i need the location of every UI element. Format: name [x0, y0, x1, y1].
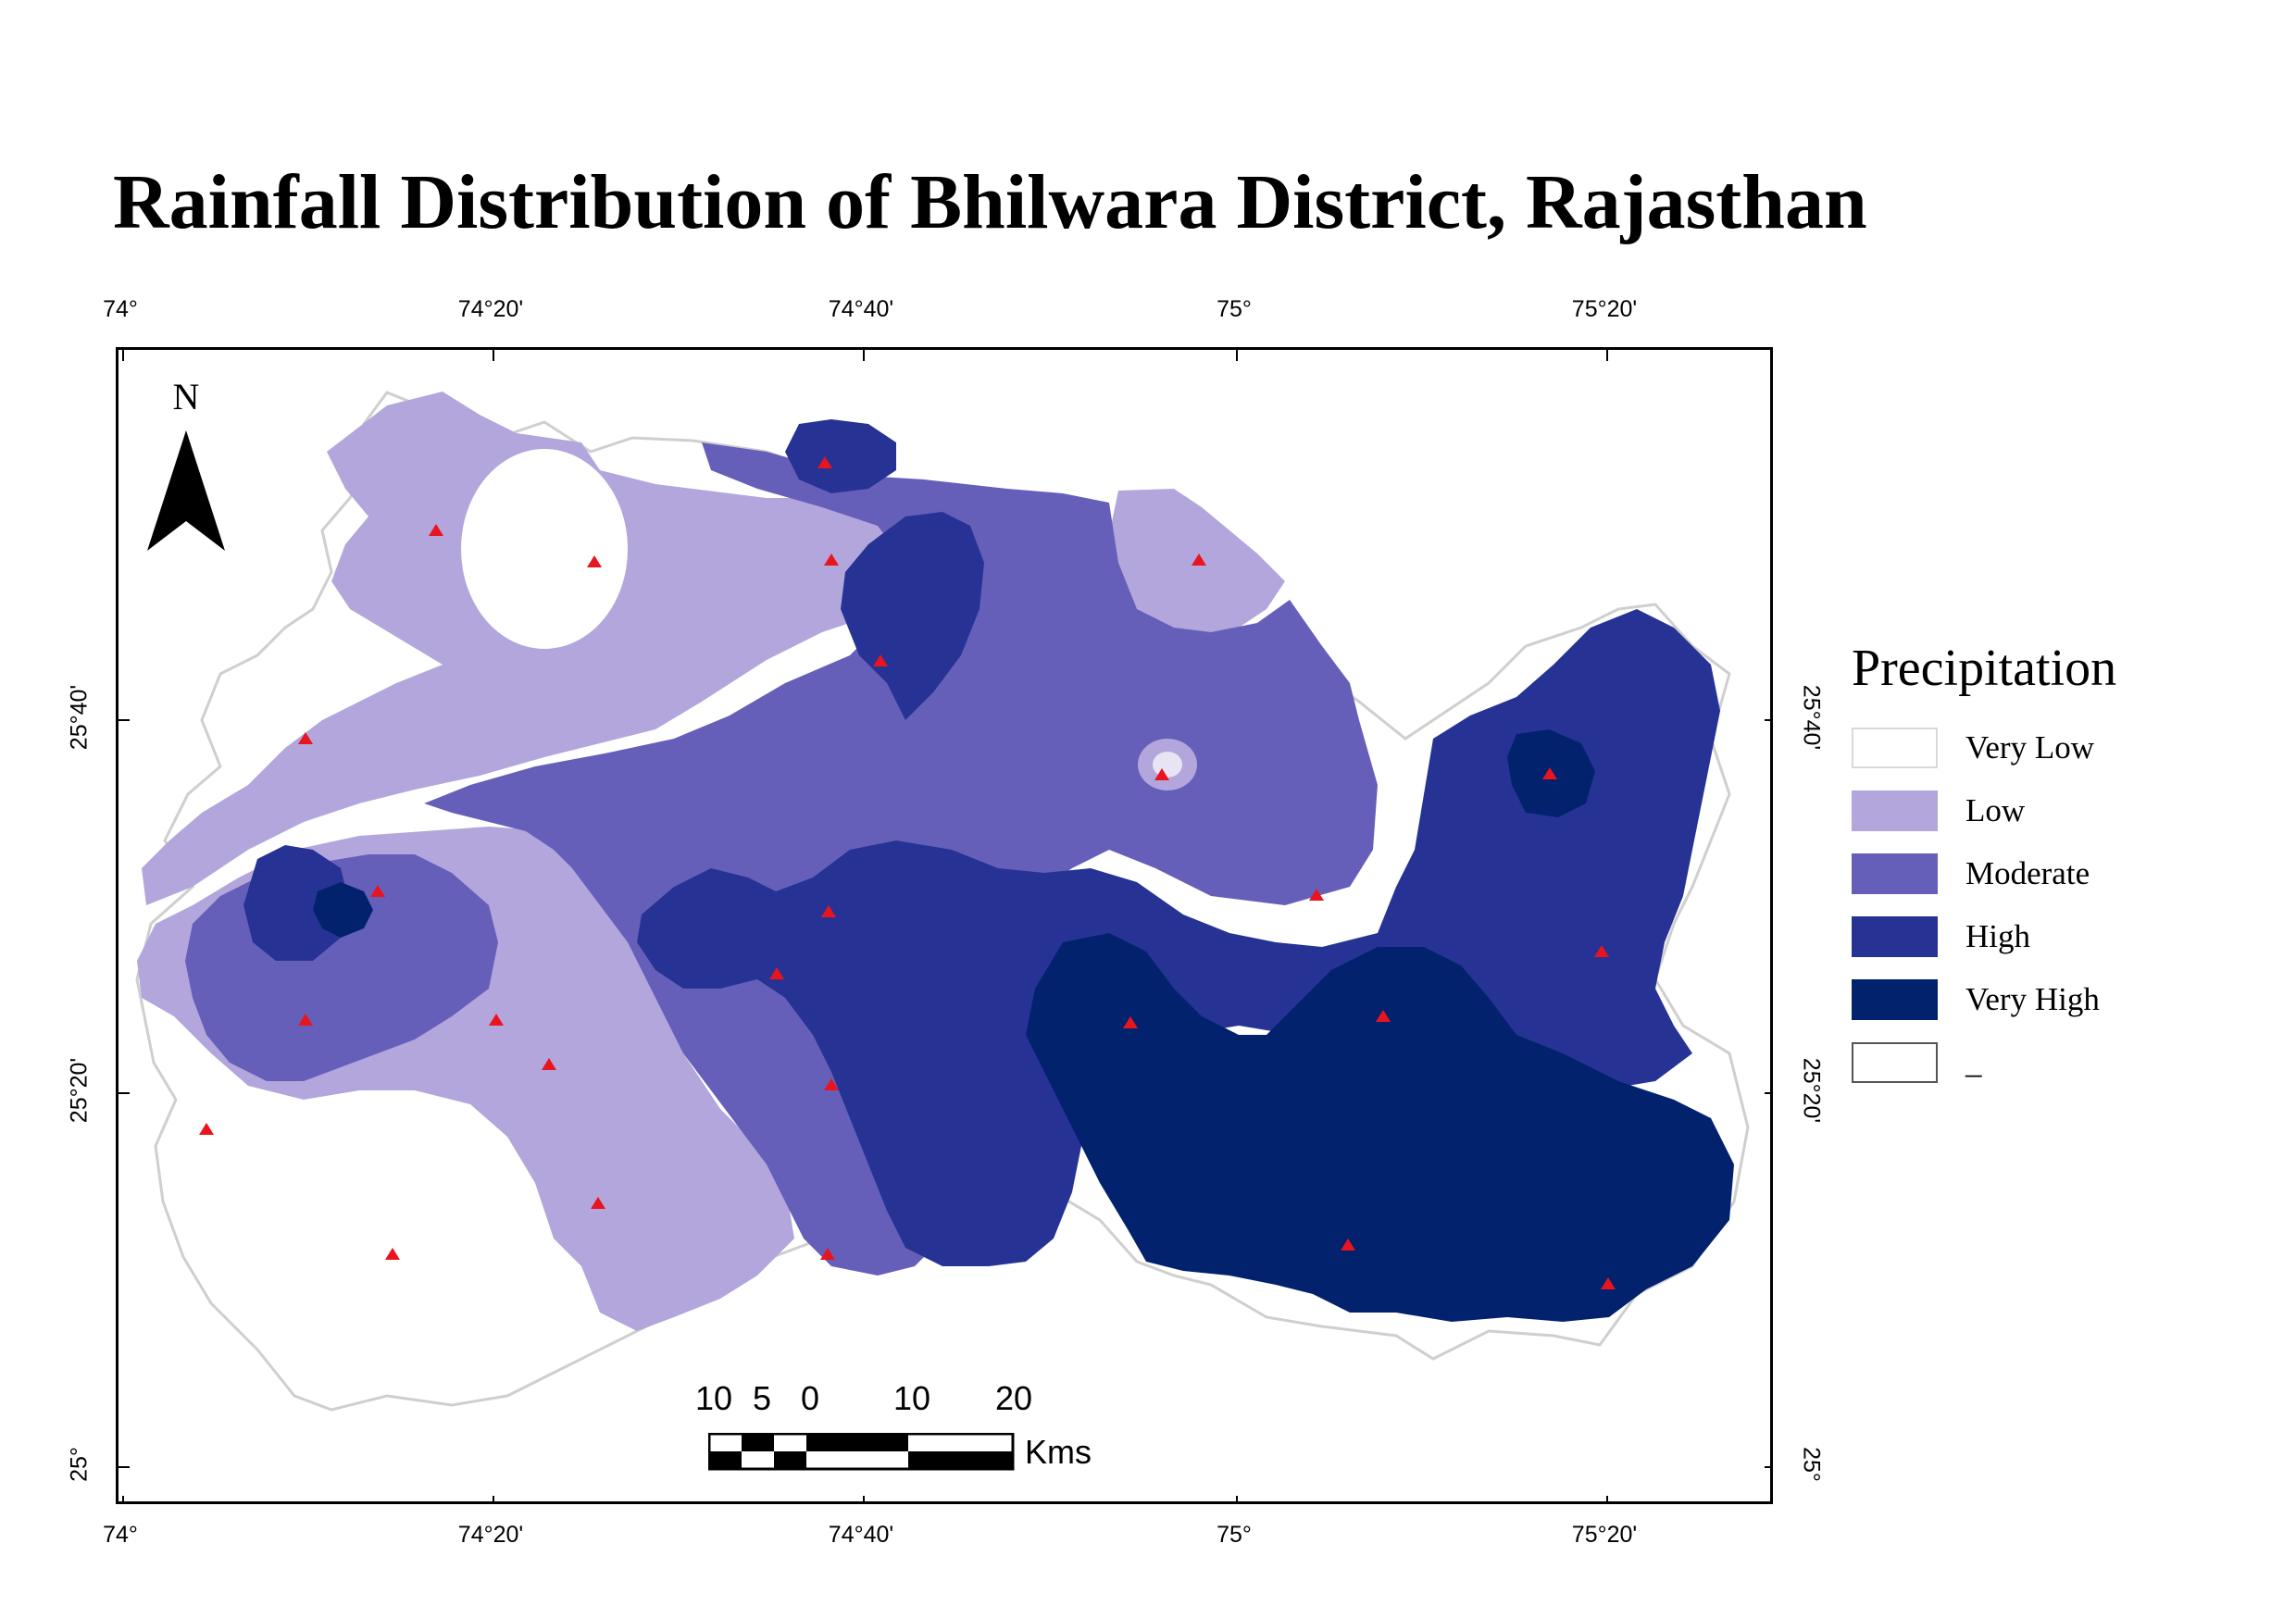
station-marker	[1376, 1010, 1391, 1022]
station-marker	[1601, 1277, 1616, 1289]
legend-label-very-low: Very Low	[1965, 729, 2094, 765]
legend-swatch-high	[1852, 916, 1938, 957]
map-title: Rainfall Distribution of Bhilwara Distri…	[113, 159, 1867, 245]
scale-bar-graphic	[708, 1433, 1015, 1471]
station-marker	[587, 555, 602, 567]
rain-gauge-stations	[199, 456, 1616, 1289]
station-marker	[1309, 889, 1324, 901]
scale-bar: 10 5 0 10 20 Kms	[690, 1379, 1134, 1490]
station-marker	[429, 524, 443, 536]
bottom-lon-label-7420: 74°20'	[457, 1522, 524, 1548]
legend-item-very-high: Very High	[1852, 968, 2185, 1031]
bottom-lon-label-7440: 74°40'	[828, 1522, 894, 1548]
top-lon-label-75: 75°	[1217, 296, 1252, 322]
high-zone-central-south	[637, 609, 1720, 1266]
station-marker	[298, 1014, 313, 1026]
high-zone-north-top	[785, 419, 896, 493]
station-marker	[1154, 768, 1169, 780]
very-low-island-center	[1153, 752, 1182, 778]
high-zone-north-center	[841, 512, 984, 720]
bottom-lon-label-74: 74°	[103, 1522, 138, 1548]
right-lat-label-2540: 25°40'	[1798, 684, 1825, 751]
scale-label-10-left: 10	[694, 1379, 733, 1417]
station-marker	[873, 654, 888, 666]
legend-swatch-low	[1852, 790, 1938, 831]
legend-item-very-low: Very Low	[1852, 716, 2185, 779]
very-low-island-north	[461, 449, 628, 649]
high-zone-west	[243, 845, 350, 961]
legend-swatch-very-low	[1852, 728, 1938, 768]
legend-label-moderate: Moderate	[1965, 855, 2090, 891]
station-marker	[489, 1014, 504, 1026]
top-lon-label-74: 74°	[103, 296, 138, 322]
station-marker	[824, 554, 839, 566]
legend-label-boundary: _	[1965, 1044, 1982, 1080]
bottom-lon-label-7520: 75°20'	[1571, 1522, 1638, 1548]
legend-label-very-high: Very High	[1965, 981, 2100, 1017]
legend-item-moderate: Moderate	[1852, 842, 2185, 905]
station-marker	[820, 1248, 835, 1260]
station-marker	[385, 1248, 400, 1260]
legend-swatch-very-high	[1852, 979, 1938, 1020]
station-marker	[199, 1123, 214, 1135]
station-marker	[1192, 554, 1206, 566]
scale-label-20: 20	[994, 1379, 1033, 1417]
left-lat-label-2520: 25°20'	[66, 1057, 93, 1124]
station-marker	[821, 905, 836, 917]
very-high-zone-southeast	[1026, 933, 1734, 1322]
legend-swatch-boundary	[1852, 1042, 1938, 1083]
top-lon-label-7420: 74°20'	[457, 296, 524, 322]
station-marker	[542, 1058, 556, 1070]
station-marker	[1341, 1238, 1355, 1251]
station-marker	[591, 1197, 605, 1209]
scale-units: Kms	[1025, 1433, 1092, 1471]
legend-item-boundary: _	[1852, 1031, 2185, 1094]
bottom-lon-label-75: 75°	[1217, 1522, 1252, 1548]
top-lon-label-7520: 75°20'	[1571, 296, 1638, 322]
left-lat-label-2540: 25°40'	[66, 684, 93, 751]
north-arrow-icon	[147, 430, 225, 551]
map-frame	[116, 347, 1773, 1504]
station-marker	[817, 456, 832, 468]
station-marker	[298, 732, 313, 744]
left-lat-label-25: 25°	[66, 1447, 93, 1482]
legend-swatch-moderate	[1852, 853, 1938, 894]
station-marker	[824, 1078, 839, 1090]
legend-title: Precipitation	[1852, 640, 2117, 697]
low-zone-north	[142, 392, 905, 905]
station-marker	[1542, 767, 1557, 779]
top-lon-label-7440: 74°40'	[828, 296, 894, 322]
rainfall-map	[119, 350, 1770, 1501]
scale-label-5: 5	[752, 1379, 772, 1417]
legend-item-low: Low	[1852, 779, 2185, 842]
very-high-zone-west	[313, 882, 373, 938]
station-marker	[769, 967, 784, 979]
north-letter: N	[172, 376, 200, 417]
legend-label-high: High	[1965, 918, 2030, 954]
station-marker	[1123, 1016, 1138, 1028]
graticule-ticks	[119, 350, 1770, 1501]
station-marker	[370, 885, 385, 897]
right-lat-label-25: 25°	[1798, 1447, 1825, 1482]
scale-label-10: 10	[892, 1379, 931, 1417]
station-marker	[1594, 945, 1609, 957]
legend-item-high: High	[1852, 905, 2185, 968]
legend-label-low: Low	[1965, 792, 2026, 828]
scale-label-0: 0	[800, 1379, 820, 1417]
low-zone-northeast	[1109, 489, 1285, 646]
right-lat-label-2520: 25°20'	[1798, 1057, 1825, 1124]
legend: Precipitation Very Low Low Moderate High…	[1852, 639, 2185, 1094]
